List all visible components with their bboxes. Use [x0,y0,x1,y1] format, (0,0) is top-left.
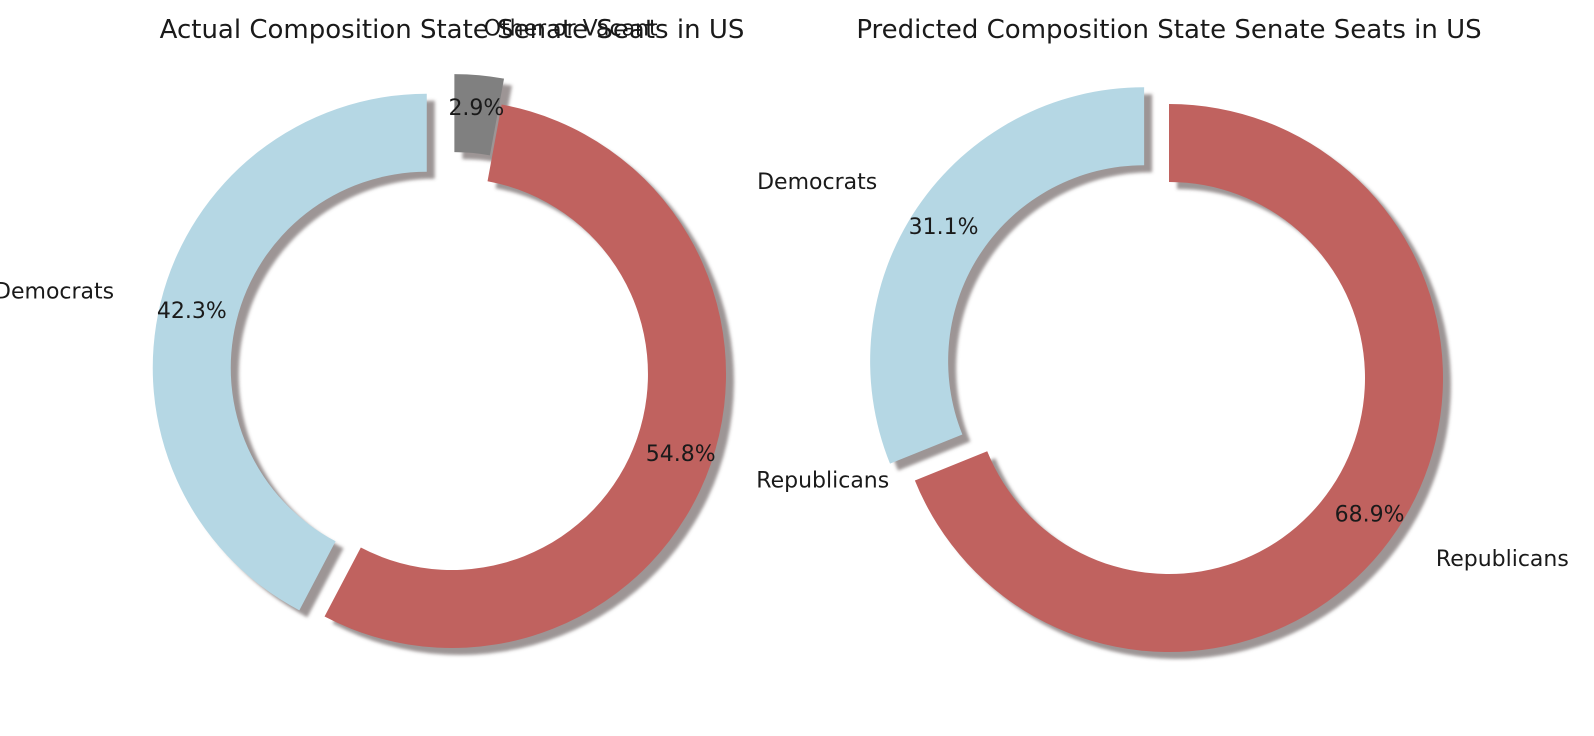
category-label-democrats: Democrats [757,170,877,195]
slice-republicans [324,104,727,649]
pct-label-democrats: 31.1% [909,215,979,240]
category-label-other-or-vacant: Other or Vacant [484,16,658,41]
labels-predicted: 31.1% Democrats 68.9% Republicans [757,170,1569,572]
pct-label-republicans: 54.8% [646,442,716,467]
pct-label-democrats: 42.3% [157,299,227,324]
slice-republicans [914,104,1444,653]
chart-actual: Actual Composition State Senate Seats in… [0,15,889,656]
category-label-republicans: Republicans [1436,547,1569,572]
slice-other-or-vacant [454,74,505,156]
slices-actual [152,74,735,656]
slice-democrats [870,87,1145,464]
slice-democrats [152,93,427,611]
chart-predicted: Predicted Composition State Senate Seats… [757,15,1569,660]
category-label-republicans: Republicans [756,468,889,493]
category-label-democrats: Democrats [0,280,114,305]
labels-actual: 42.3% Democrats 54.8% Republicans 2.9% Other … [0,16,889,493]
chart-title-predicted: Predicted Composition State Senate Seats… [856,15,1481,45]
chart-title-actual: Actual Composition State Senate Seats in… [160,15,745,45]
slices-predicted [870,87,1452,660]
pct-label-other-or-vacant: 2.9% [448,96,504,121]
pct-label-republicans: 68.9% [1335,502,1405,527]
